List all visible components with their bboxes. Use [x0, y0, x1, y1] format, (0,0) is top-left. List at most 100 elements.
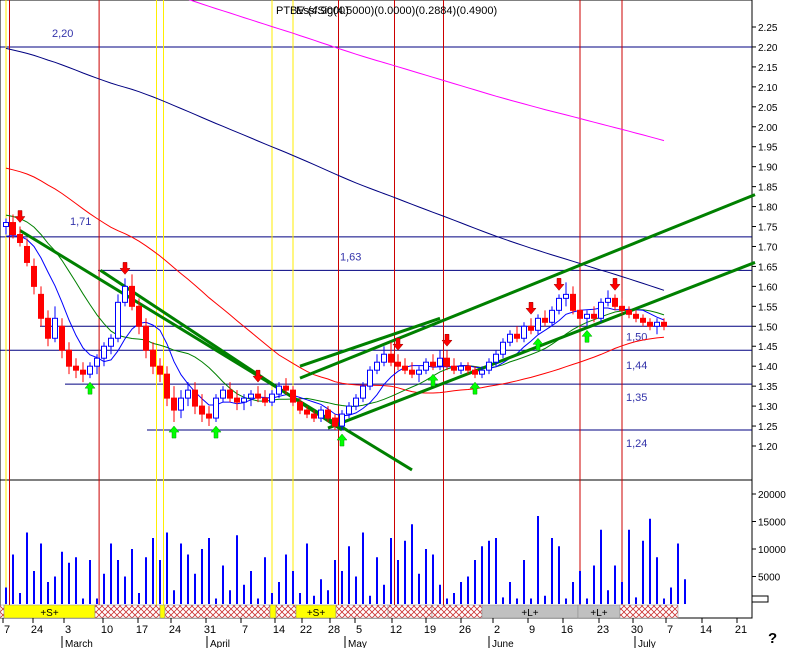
day-tick-label: 7: [4, 624, 10, 636]
candle: [276, 382, 282, 399]
candle: [535, 314, 541, 335]
candle-body: [549, 309, 555, 323]
candle: [311, 410, 317, 423]
day-tick-label: 5: [356, 624, 362, 636]
up-arrow-icon: [469, 381, 481, 395]
candle: [514, 326, 520, 343]
candle-body: [318, 409, 324, 419]
candle-body: [304, 409, 310, 415]
candle-body: [423, 361, 429, 371]
signal-segment: [164, 604, 271, 619]
chart-title: PTBV (4.9000): [276, 5, 349, 17]
candle: [199, 394, 205, 423]
candle-body: [10, 222, 16, 236]
month-label: April: [210, 639, 230, 648]
x-axis: 7 24 3 10 17 24 31 7 14 22 28 5 12 19 26 2 9 16 23 30 7 14 21 M…: [2, 618, 777, 650]
day-tick-label: 7: [242, 624, 248, 636]
candle: [227, 382, 233, 403]
candle-body: [486, 361, 492, 371]
candle-body: [185, 389, 191, 399]
candle-body: [178, 397, 184, 411]
candle-body: [367, 369, 373, 387]
candle: [10, 214, 16, 239]
candle-body: [199, 405, 205, 415]
candle-body: [129, 285, 135, 307]
candle: [430, 354, 436, 371]
candle-body: [458, 365, 464, 371]
volume-bars: [5, 516, 686, 604]
day-tick-label: 30: [631, 624, 643, 636]
trendline: [327, 261, 756, 430]
month-label: June: [492, 639, 514, 648]
candle-body: [661, 321, 667, 327]
candle-body: [94, 357, 100, 367]
candle: [647, 318, 653, 331]
volume-tick-label: 15000: [758, 518, 786, 529]
volume-tick-label: 10000: [758, 545, 786, 556]
candle-body: [451, 365, 457, 371]
candle: [24, 238, 30, 267]
candle-body: [290, 389, 296, 403]
candle: [661, 318, 667, 331]
candle-body: [59, 325, 65, 351]
candle-body: [584, 313, 590, 319]
candle: [556, 294, 562, 315]
price-tick-label: 1.20: [758, 442, 778, 453]
candle-body: [283, 385, 289, 391]
level-label: 1,35: [626, 392, 647, 404]
candle: [108, 334, 114, 355]
up-arrow-icon: [84, 381, 96, 395]
candle-body: [626, 309, 632, 315]
candle: [451, 358, 457, 375]
signal-segment: [335, 604, 389, 619]
candle: [80, 362, 86, 383]
price-tick-label: 2.15: [758, 63, 778, 74]
level-label: 1,44: [626, 360, 647, 372]
candle-body: [38, 293, 44, 319]
candle-body: [353, 397, 359, 407]
candle-body: [339, 413, 345, 427]
candle: [115, 294, 121, 343]
candle-body: [52, 317, 58, 339]
price-tick-label: 1.45: [758, 342, 778, 353]
candle-body: [500, 341, 506, 355]
day-tick-label: 12: [390, 624, 402, 636]
candle: [241, 394, 247, 411]
candle-body: [591, 313, 597, 319]
candle: [143, 318, 149, 359]
candle: [563, 282, 569, 307]
candle: [325, 406, 331, 423]
candle-body: [248, 393, 254, 399]
candle-body: [654, 321, 660, 327]
signal-label: +S+: [40, 608, 59, 619]
day-tick-label: 24: [31, 624, 43, 636]
help-icon[interactable]: ?: [768, 630, 777, 647]
candle: [248, 390, 254, 407]
candle: [17, 226, 23, 247]
moving-average-line: [5, 47, 665, 291]
price-tick-label: 1.65: [758, 262, 778, 273]
candle-body: [563, 293, 569, 299]
candle: [570, 286, 576, 315]
candle-body: [507, 333, 513, 343]
candle-body: [556, 297, 562, 311]
up-arrow-icon: [168, 425, 180, 439]
month-label: July: [638, 639, 656, 648]
candle-body: [640, 317, 646, 323]
candle-body: [598, 301, 604, 319]
candle: [612, 294, 618, 311]
candle-body: [430, 361, 436, 367]
candle-body: [381, 353, 387, 363]
month-label: March: [65, 639, 93, 648]
candle-body: [171, 397, 177, 411]
candle-body: [241, 397, 247, 403]
day-tick-label: 26: [459, 624, 471, 636]
candle-body: [402, 365, 408, 371]
candle: [38, 286, 44, 327]
candle-body: [269, 393, 275, 403]
candle-body: [577, 309, 583, 319]
candle: [472, 366, 478, 379]
down-arrow-icon: [252, 369, 264, 383]
candle: [458, 362, 464, 375]
candle: [395, 354, 401, 371]
